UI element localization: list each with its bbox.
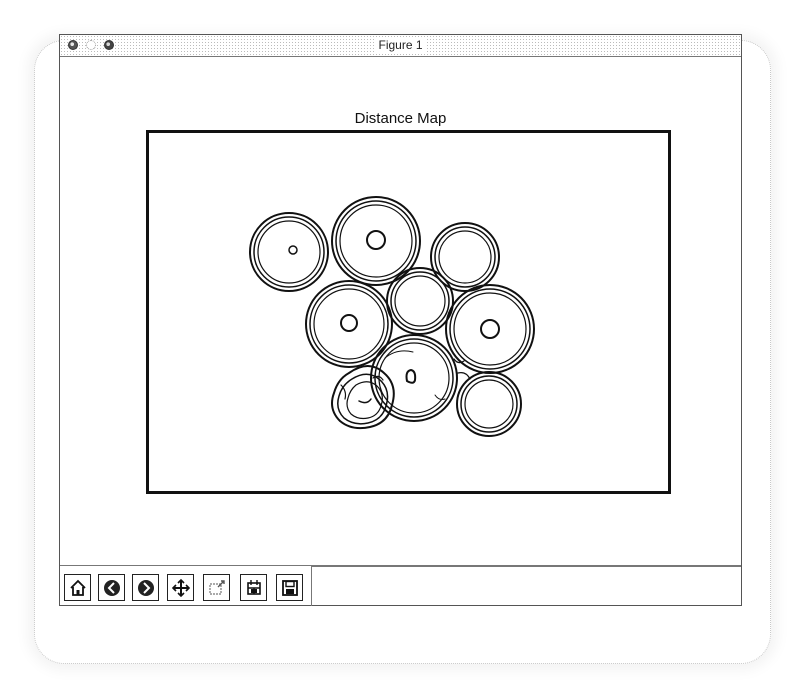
home-button[interactable] xyxy=(64,574,91,601)
back-arrow-icon xyxy=(103,579,120,596)
pan-button[interactable] xyxy=(167,574,194,601)
cell-contour xyxy=(305,280,393,368)
zoom-button[interactable] xyxy=(203,574,230,601)
cell-contour xyxy=(456,371,522,437)
cell-contour xyxy=(331,196,421,286)
zoom-window-button[interactable] xyxy=(104,40,114,50)
cell-contour xyxy=(386,267,454,335)
window-title: Figure 1 xyxy=(60,38,741,52)
distance-map-image xyxy=(249,196,535,437)
plot-title: Distance Map xyxy=(354,110,447,127)
navigation-toolbar xyxy=(60,565,741,606)
figure-canvas: Distance Map xyxy=(60,57,741,565)
floppy-disk-icon xyxy=(281,579,298,596)
configure-subplots-button[interactable] xyxy=(240,574,267,601)
back-button[interactable] xyxy=(98,574,125,601)
toolbar-message-area xyxy=(311,566,741,606)
close-window-button[interactable] xyxy=(68,40,78,50)
cell-contour xyxy=(249,212,329,292)
cell-contour xyxy=(331,365,395,430)
minimize-window-button[interactable] xyxy=(86,40,96,50)
subplots-icon xyxy=(246,579,261,595)
title-bar[interactable]: Figure 1 xyxy=(60,35,741,57)
move-arrows-icon xyxy=(171,578,190,597)
cell-contour xyxy=(370,334,458,422)
plot-axes[interactable] xyxy=(146,130,671,494)
save-button[interactable] xyxy=(276,574,303,601)
cell-contour xyxy=(445,284,535,374)
forward-arrow-icon xyxy=(137,579,154,596)
zoom-rect-icon xyxy=(208,579,225,595)
forward-button[interactable] xyxy=(132,574,159,601)
cell-contour xyxy=(430,222,500,292)
home-icon xyxy=(69,579,86,596)
figure-window: Figure 1 Distance Map xyxy=(59,34,742,606)
